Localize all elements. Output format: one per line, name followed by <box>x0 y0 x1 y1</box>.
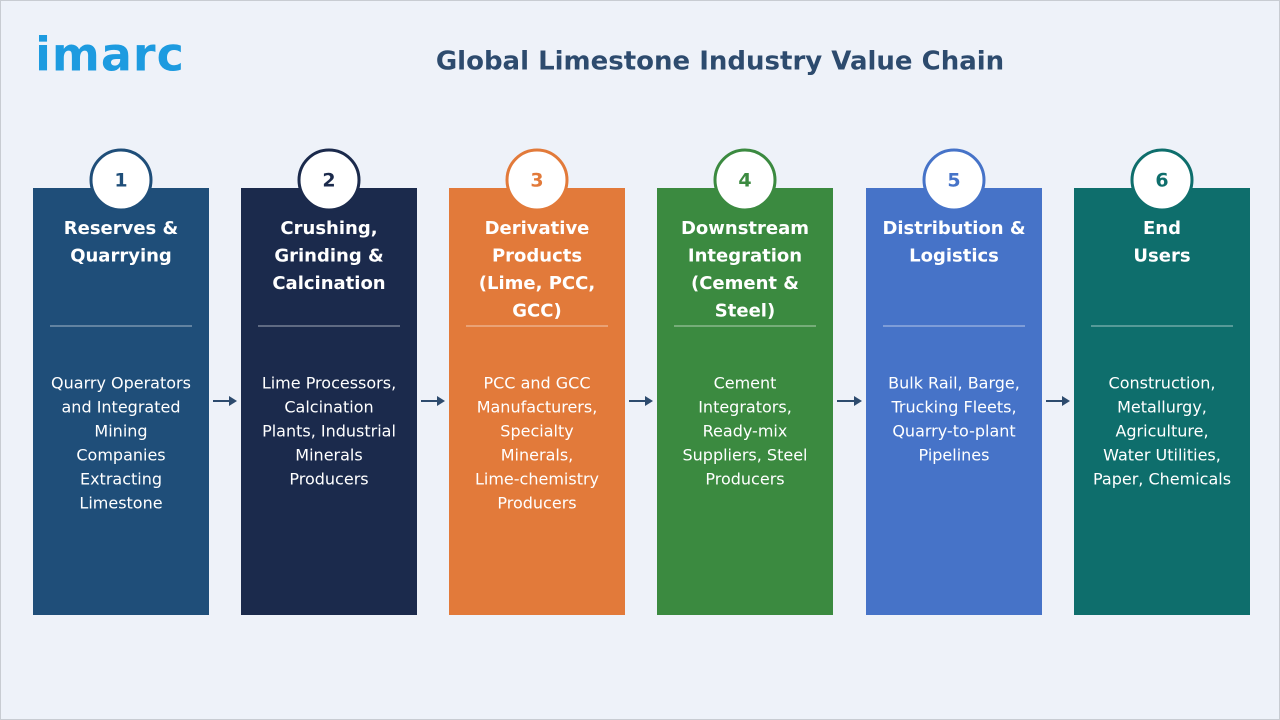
stage-number: 6 <box>1155 170 1168 192</box>
stage-number: 3 <box>530 170 543 192</box>
stage-title: Integration <box>688 246 802 267</box>
stage-description: Lime Processors, <box>262 374 396 393</box>
stage-box <box>866 188 1042 615</box>
stage-description: Bulk Rail, Barge, <box>888 374 1020 393</box>
stage-description: Specialty <box>500 422 573 441</box>
stage-description: Trucking Fleets, <box>890 398 1016 417</box>
stage-box <box>33 188 209 615</box>
stages: 1 Reserves & Quarrying Quarry Operators and … <box>33 148 1250 615</box>
arrow-head <box>437 396 445 406</box>
number-badge <box>922 148 986 212</box>
number-badge <box>297 148 361 212</box>
stage-description: Cement <box>714 374 777 393</box>
stage-title: Steel) <box>715 301 775 322</box>
number-badge <box>89 148 153 212</box>
stage-title: Crushing, <box>280 218 377 239</box>
stage-description: Lime-chemistry <box>475 470 599 489</box>
stage-description: Quarry Operators <box>51 374 191 393</box>
stage-description: Ready-mix <box>703 422 788 441</box>
stage-description: Calcination <box>284 398 373 417</box>
stage-description: Agriculture, <box>1115 422 1208 441</box>
stage-description: Minerals, <box>501 446 573 465</box>
stage-description: Extracting <box>80 470 162 489</box>
stage-box <box>241 188 417 615</box>
stage-description: Producers <box>497 494 576 513</box>
stage-description: Manufacturers, <box>477 398 598 417</box>
stage-description: Pipelines <box>919 446 990 465</box>
stage-description: Producers <box>705 470 784 489</box>
stage-box <box>1074 188 1250 615</box>
stage-title: Reserves & <box>64 218 179 239</box>
stage-box <box>449 188 625 615</box>
stage-description: Construction, <box>1109 374 1216 393</box>
stage-description: Producers <box>289 470 368 489</box>
number-badge <box>1130 148 1194 212</box>
stage-title: (Cement & <box>691 273 799 294</box>
arrow-head <box>1062 396 1070 406</box>
number-badge <box>505 148 569 212</box>
stage-description: and Integrated <box>62 398 181 417</box>
stage-title: Users <box>1133 246 1190 267</box>
stage-description: Suppliers, Steel <box>683 446 808 465</box>
stage-title: Products <box>492 246 582 267</box>
stage-title: Quarrying <box>70 246 172 267</box>
stage-description: Water Utilities, <box>1103 446 1221 465</box>
stage-description: Integrators, <box>698 398 792 417</box>
stage-number: 5 <box>947 170 960 192</box>
stage-description: Metallurgy, <box>1117 398 1207 417</box>
stage-number: 1 <box>114 170 127 192</box>
stage-description: Companies <box>76 446 165 465</box>
stage-number: 2 <box>322 170 335 192</box>
arrow-head <box>854 396 862 406</box>
stage-title: Grinding & <box>274 246 383 267</box>
stage-title: Distribution & <box>882 218 1025 239</box>
stage-box <box>657 188 833 615</box>
stage-title: Derivative <box>485 218 590 239</box>
stage-title: Downstream <box>681 218 809 239</box>
number-badge <box>713 148 777 212</box>
stage-title: Calcination <box>272 273 385 294</box>
stage-title: GCC) <box>512 301 561 322</box>
stage-description: Limestone <box>79 494 162 513</box>
stage-number: 4 <box>738 170 751 192</box>
stage-description: Paper, Chemicals <box>1093 470 1231 489</box>
stage-description: Plants, Industrial <box>262 422 396 441</box>
arrow-head <box>229 396 237 406</box>
title: Global Limestone Industry Value Chain <box>436 47 1004 77</box>
stage-description: Minerals <box>295 446 362 465</box>
stage-title: (Lime, PCC, <box>479 273 595 294</box>
logo: imarc <box>35 28 185 82</box>
stage-title: End <box>1143 218 1181 239</box>
stage-description: Mining <box>94 422 147 441</box>
arrow-head <box>645 396 653 406</box>
stage-title: Logistics <box>909 246 999 267</box>
stage-description: PCC and GCC <box>483 374 590 393</box>
stage-description: Quarry-to-plant <box>892 422 1015 441</box>
